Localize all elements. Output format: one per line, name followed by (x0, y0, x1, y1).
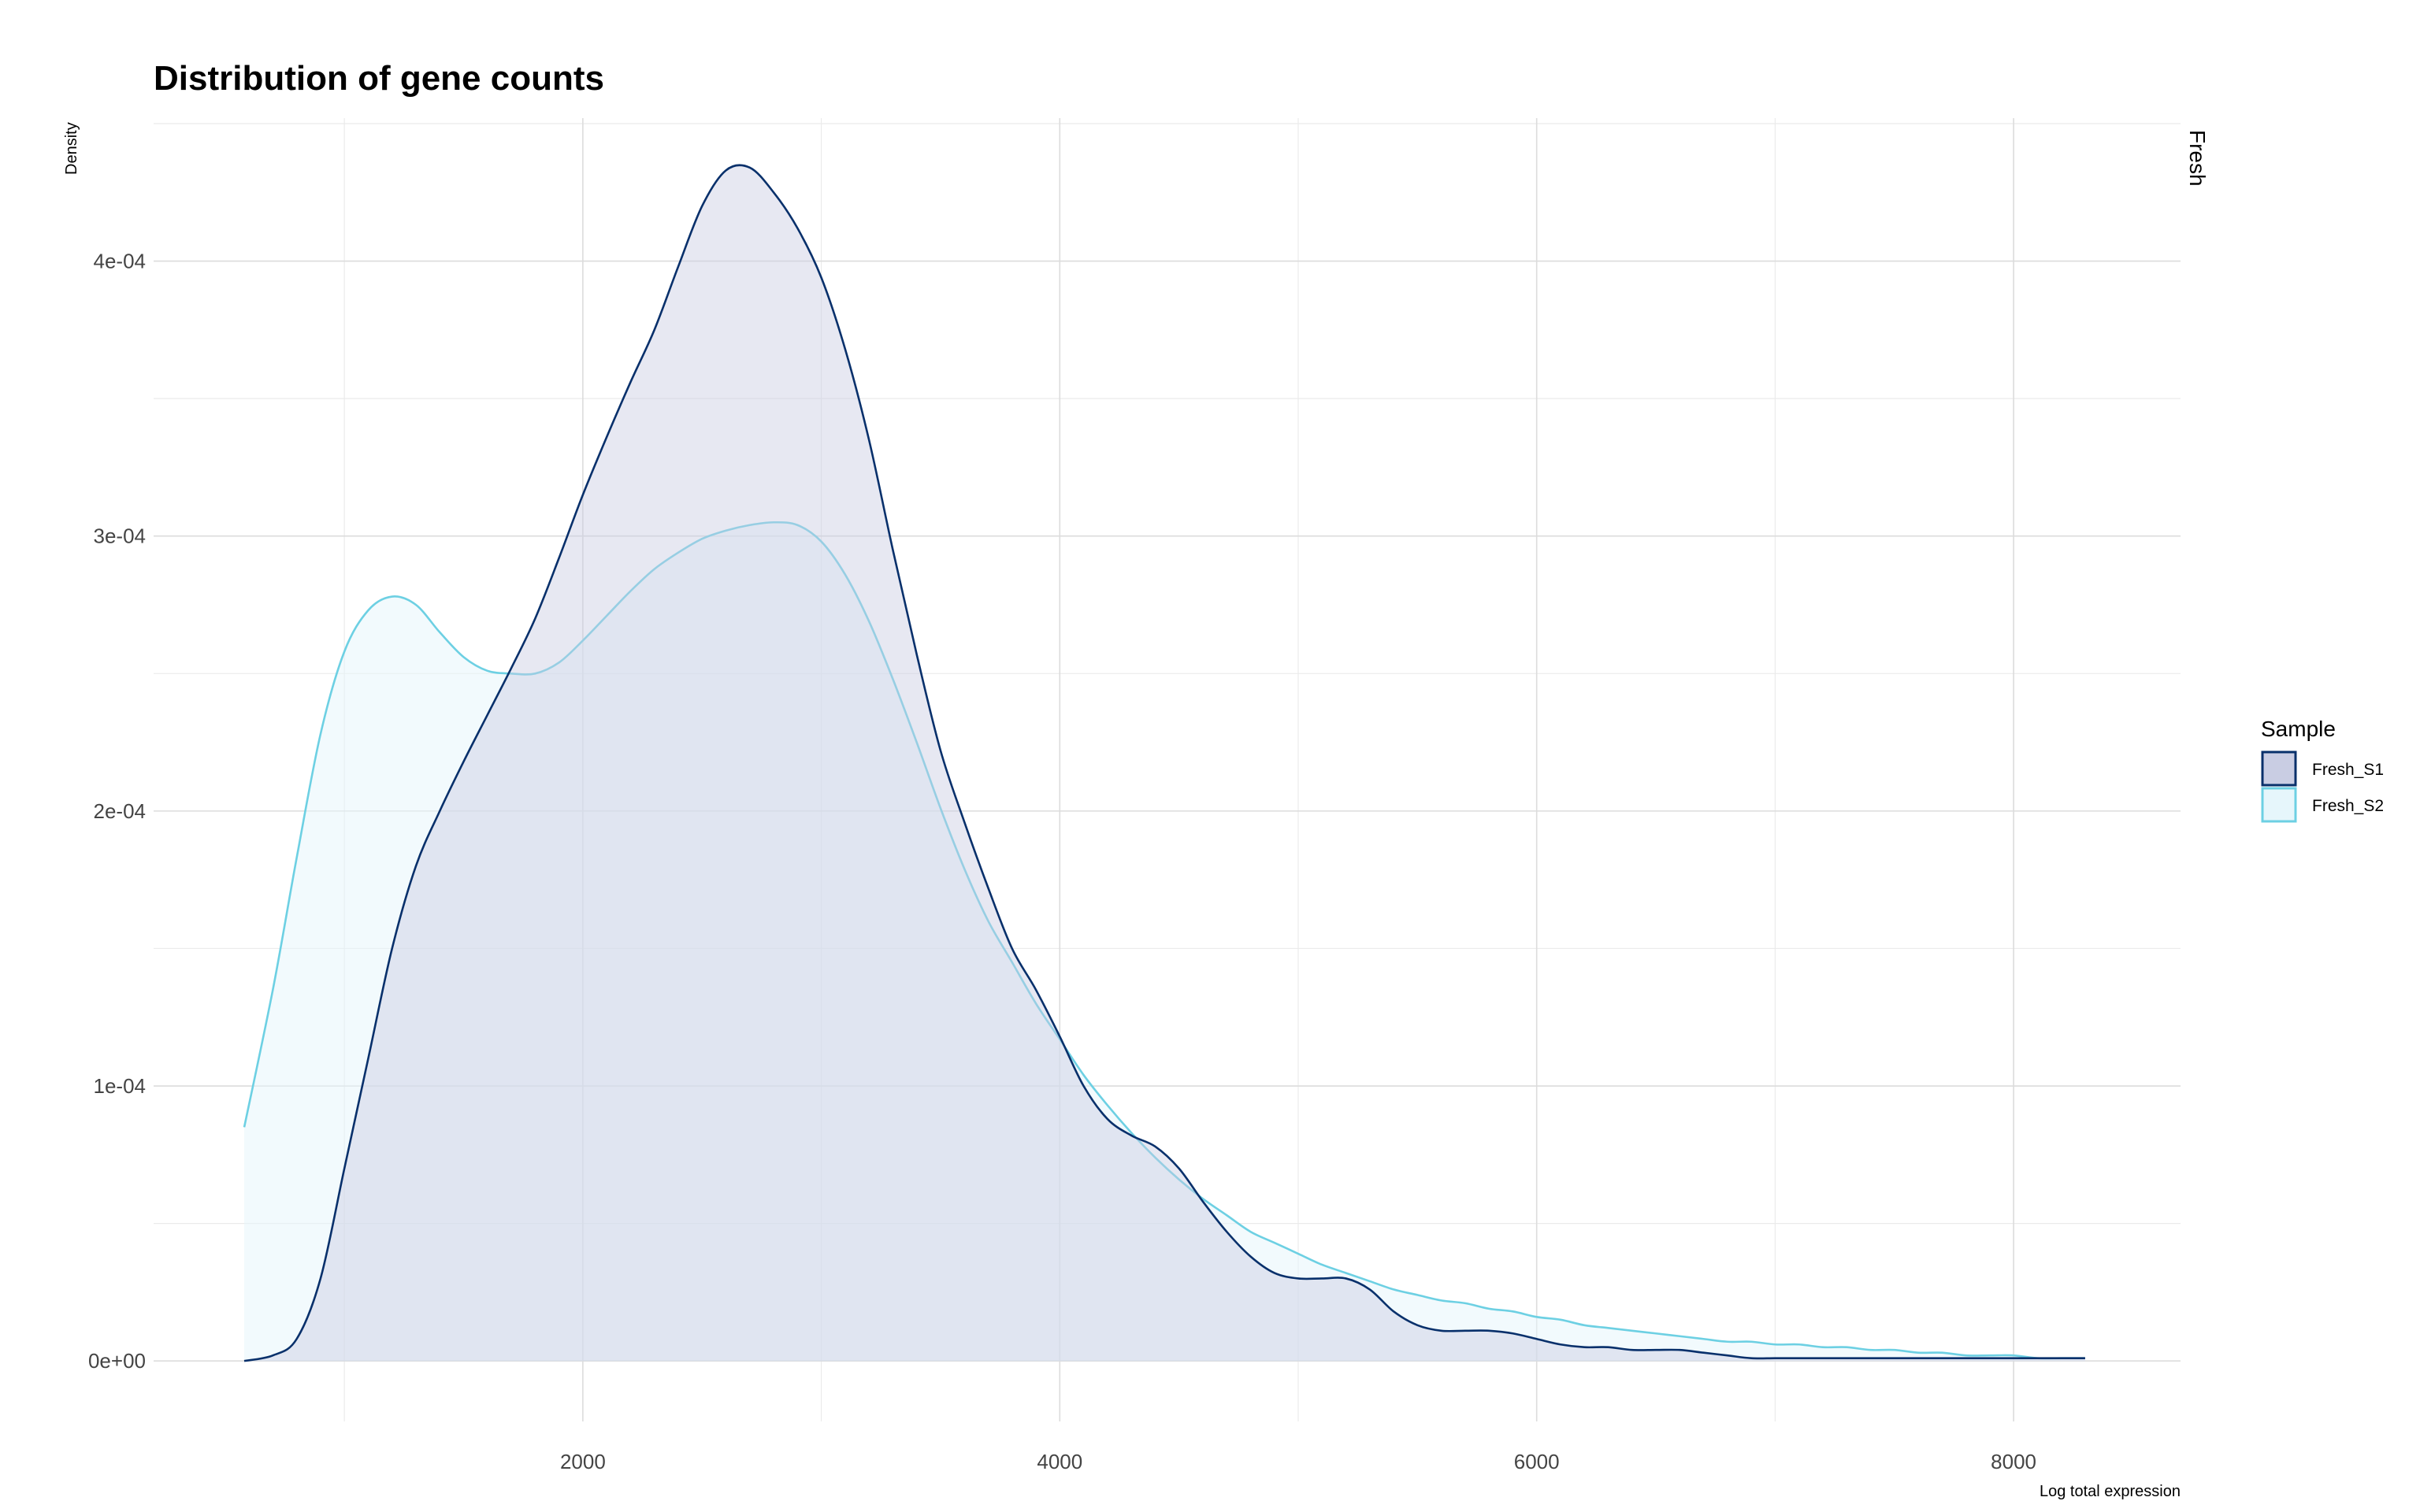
y-tick-label: 1e-04 (94, 1074, 147, 1098)
x-tick-label: 8000 (1991, 1450, 2036, 1473)
legend: Sample Fresh_S1 Fresh_S2 (2261, 717, 2384, 823)
legend-label-fresh-s1: Fresh_S1 (2312, 761, 2384, 779)
series-layer (243, 164, 2085, 1362)
legend-items: Fresh_S1 Fresh_S2 (2261, 750, 2384, 823)
x-tick-label: 2000 (560, 1450, 606, 1473)
y-tick-label: 3e-04 (94, 524, 147, 548)
legend-label-fresh-s2: Fresh_S2 (2312, 797, 2384, 815)
y-tick-label: 2e-04 (94, 799, 147, 823)
y-axis-ticks: 0e+00 1e-04 2e-04 3e-04 4e-04 (88, 250, 146, 1373)
y-axis-label: Density (63, 122, 80, 175)
legend-swatch-fresh-s1 (2261, 750, 2297, 787)
y-tick-label: 4e-04 (94, 250, 147, 273)
x-axis-label: Log total expression (2040, 1483, 2181, 1500)
chart-title: Distribution of gene counts (154, 59, 604, 98)
series-line-fresh-s1 (243, 164, 2085, 1362)
x-tick-label: 4000 (1037, 1450, 1082, 1473)
y-tick-label: 0e+00 (88, 1349, 146, 1373)
facet-strip-label: Fresh (2185, 130, 2210, 187)
x-tick-label: 6000 (1514, 1450, 1560, 1473)
legend-title: Sample (2261, 717, 2336, 741)
legend-swatch-fresh-s2 (2261, 787, 2297, 823)
series-area-fresh-s1 (244, 165, 2085, 1362)
x-axis-ticks: 2000 4000 6000 8000 (560, 1450, 2036, 1473)
series-line-fresh-s2 (243, 521, 2085, 1360)
series-area-fresh-s2 (244, 522, 2085, 1362)
